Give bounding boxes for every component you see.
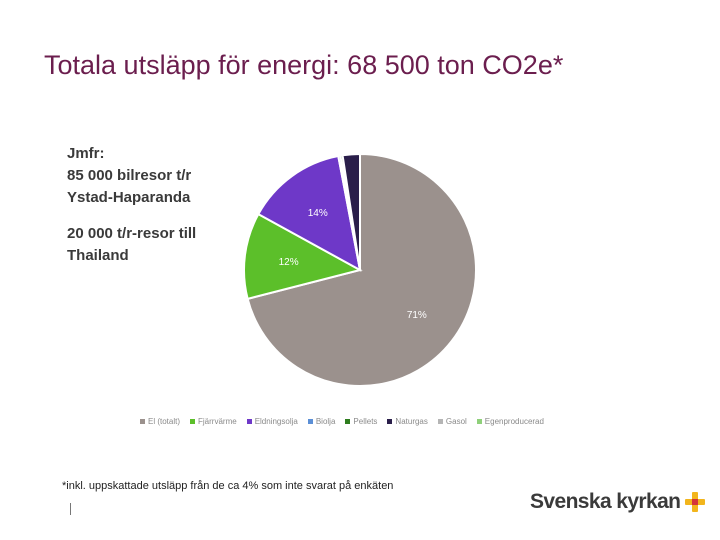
legend-item: Eldningsolja [246,417,298,426]
legend-swatch [437,419,443,424]
comparison-line: 85 000 bilresor t/r [67,167,192,184]
legend-swatch [140,419,145,424]
legend-swatch [190,419,196,424]
chart-legend: El (totalt) Fjärrvärme Eldningsolja Biolja P… [140,417,544,426]
legend-swatch [345,419,351,424]
legend-label: Pellets [353,417,378,426]
data-label-fjarrvarme: 12% [279,257,299,268]
legend-label: Fjärrvärme [198,417,237,426]
legend-item: Naturgas [387,417,428,426]
pie-slice-eldningsolja [256,154,362,272]
legend-item: El (totalt) [140,417,180,426]
legend-label: Eldningsolja [254,417,298,426]
footnote: *inkl. uppskattade utsläpp från de ca 4%… [62,480,394,492]
legend-item: Gasol [437,417,467,426]
slide-title: Totala utsläpp för energi: 68 500 ton CO… [44,50,564,80]
legend-item: Fjärrvärme [190,417,237,426]
legend-item: Egenproducerad [476,417,544,426]
comparison-line: Thailand [67,247,129,264]
svenska-kyrkan-logo: Svenska kyrkan [530,490,706,514]
cross-icon [685,492,706,512]
legend-label: Biolja [315,417,336,426]
comparison-line: 20 000 t/r-resor till [67,225,197,242]
legend-swatch [246,419,252,424]
legend-label: Gasol [445,417,467,426]
comparison-line: Jmfr: [67,145,105,162]
legend-item: Biolja [307,417,336,426]
legend-item: Pellets [345,417,377,426]
legend-label: Naturgas [395,417,428,426]
legend-swatch [476,419,482,424]
legend-label: El (totalt) [148,417,181,426]
comparison-text: Jmfr: 85 000 bilresor t/r Ystad-Haparand… [67,143,257,267]
comparison-line: Ystad-Haparanda [67,189,191,206]
pie-slice-naturgas [341,152,361,271]
logo-text: Svenska kyrkan [530,490,681,513]
legend-label: Egenproducerad [484,417,544,426]
data-label-el: 71% [407,310,427,321]
legend-swatch [307,419,313,424]
pie-slice-fjarrvarme [243,212,363,301]
slide-marker [70,503,71,515]
legend-swatch [387,419,393,424]
data-label-eldningsolja: 14% [308,208,328,219]
